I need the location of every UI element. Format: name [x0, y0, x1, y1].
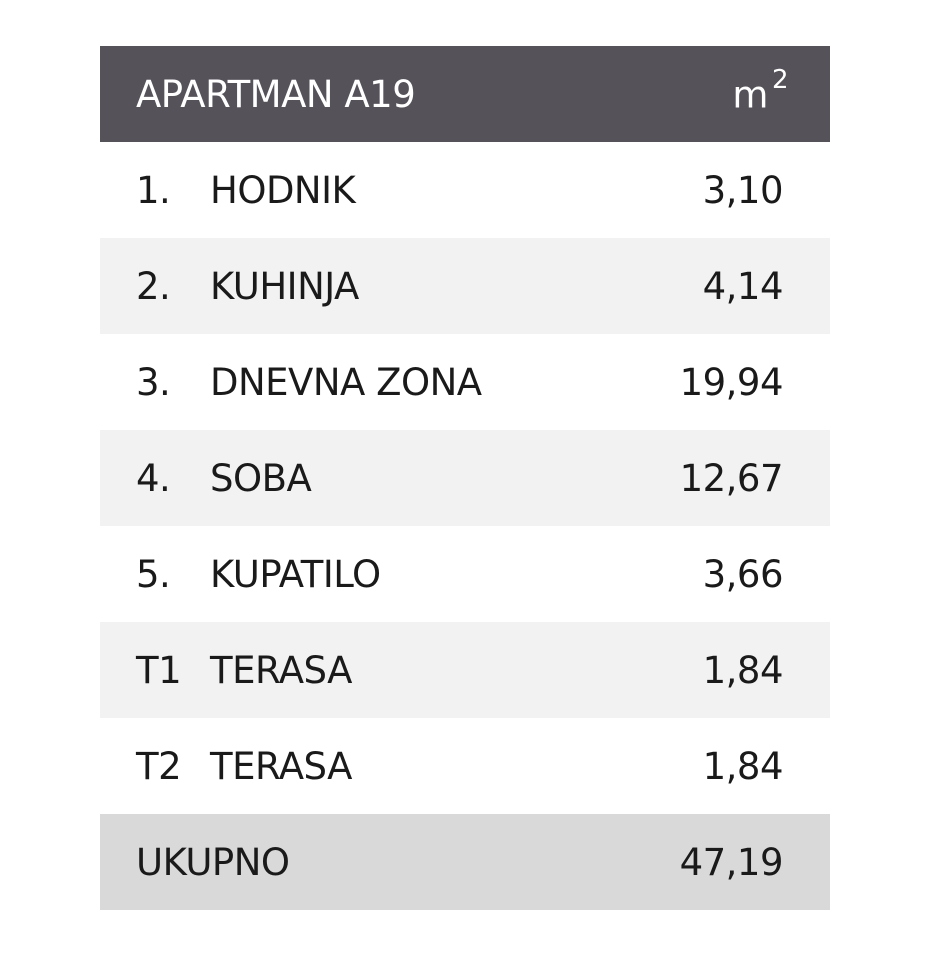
room-area: 19,94	[679, 360, 784, 404]
table-row: 1. HODNIK 3,10	[100, 142, 830, 238]
room-area: 4,14	[702, 264, 784, 308]
total-label: UKUPNO	[136, 840, 290, 884]
unit-base: m	[732, 73, 768, 117]
total-row: UKUPNO 47,19	[100, 814, 830, 910]
table-row: T2 TERASA 1,84	[100, 718, 830, 814]
apartment-title: APARTMAN A19	[136, 72, 416, 116]
room-area: 1,84	[702, 744, 784, 788]
table-row: 3. DNEVNA ZONA 19,94	[100, 334, 830, 430]
room-name: DNEVNA ZONA	[210, 360, 482, 404]
room-name: HODNIK	[210, 168, 356, 212]
room-number: 2.	[136, 264, 171, 308]
room-area: 3,10	[702, 168, 784, 212]
room-number: T1	[136, 648, 182, 692]
total-area: 47,19	[679, 840, 784, 884]
room-name: SOBA	[210, 456, 312, 500]
room-area: 12,67	[679, 456, 784, 500]
room-name: TERASA	[210, 648, 352, 692]
room-number: 1.	[136, 168, 171, 212]
room-name: KUPATILO	[210, 552, 381, 596]
room-name: TERASA	[210, 744, 352, 788]
table-row: 5. KUPATILO 3,66	[100, 526, 830, 622]
room-area: 1,84	[702, 648, 784, 692]
table-row: 4. SOBA 12,67	[100, 430, 830, 526]
room-number: 4.	[136, 456, 171, 500]
room-number: 5.	[136, 552, 171, 596]
table-row: T1 TERASA 1,84	[100, 622, 830, 718]
unit-exponent: 2	[771, 65, 789, 96]
room-name: KUHINJA	[210, 264, 359, 308]
room-number: T2	[136, 744, 182, 788]
table-row: 2. KUHINJA 4,14	[100, 238, 830, 334]
room-area: 3,66	[702, 552, 784, 596]
room-number: 3.	[136, 360, 171, 404]
